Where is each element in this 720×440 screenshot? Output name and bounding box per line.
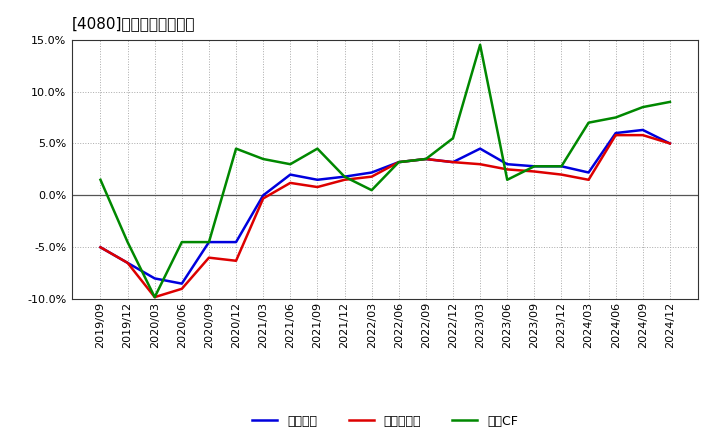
経常利益 xyxy=(232,239,240,245)
当期純利益 xyxy=(503,167,511,172)
当期純利益 xyxy=(584,177,593,183)
当期純利益 xyxy=(286,180,294,186)
営業CF xyxy=(584,120,593,125)
当期純利益 xyxy=(232,258,240,264)
営業CF xyxy=(367,187,376,193)
経常利益 xyxy=(367,170,376,175)
当期純利益 xyxy=(639,132,647,138)
経常利益 xyxy=(123,260,132,265)
当期純利益 xyxy=(259,196,268,201)
経常利益 xyxy=(286,172,294,177)
経常利益 xyxy=(313,177,322,183)
当期純利益 xyxy=(204,255,213,260)
経常利益 xyxy=(639,127,647,132)
当期純利益 xyxy=(557,172,566,177)
当期純利益 xyxy=(367,174,376,180)
当期純利益 xyxy=(341,177,349,183)
経常利益 xyxy=(503,161,511,167)
Line: 経常利益: 経常利益 xyxy=(101,130,670,284)
Line: 当期純利益: 当期純利益 xyxy=(101,135,670,297)
経常利益 xyxy=(204,239,213,245)
当期純利益 xyxy=(611,132,620,138)
営業CF xyxy=(449,136,457,141)
営業CF xyxy=(150,294,159,300)
当期純利益 xyxy=(449,159,457,165)
営業CF xyxy=(503,177,511,183)
経常利益 xyxy=(395,159,403,165)
経常利益 xyxy=(611,130,620,136)
経常利益 xyxy=(259,193,268,198)
当期純利益 xyxy=(421,156,430,161)
営業CF xyxy=(611,115,620,120)
経常利益 xyxy=(584,170,593,175)
当期純利益 xyxy=(178,286,186,291)
当期純利益 xyxy=(150,294,159,300)
経常利益 xyxy=(476,146,485,151)
経常利益 xyxy=(449,159,457,165)
経常利益 xyxy=(150,276,159,281)
経常利益 xyxy=(178,281,186,286)
営業CF xyxy=(313,146,322,151)
当期純利益 xyxy=(665,141,674,146)
経常利益 xyxy=(96,245,105,250)
経常利益 xyxy=(421,156,430,161)
営業CF xyxy=(178,239,186,245)
営業CF xyxy=(259,156,268,161)
Text: [4080]　マージンの推移: [4080] マージンの推移 xyxy=(72,16,196,32)
営業CF xyxy=(232,146,240,151)
営業CF xyxy=(639,104,647,110)
営業CF xyxy=(665,99,674,105)
営業CF xyxy=(204,239,213,245)
当期純利益 xyxy=(530,169,539,174)
営業CF xyxy=(395,159,403,165)
当期純利益 xyxy=(96,245,105,250)
経常利益 xyxy=(665,141,674,146)
Legend: 経常利益, 当期純利益, 営業CF: 経常利益, 当期純利益, 営業CF xyxy=(252,415,518,428)
営業CF xyxy=(123,239,132,245)
営業CF xyxy=(96,177,105,183)
当期純利益 xyxy=(395,159,403,165)
営業CF xyxy=(421,156,430,161)
経常利益 xyxy=(557,164,566,169)
当期純利益 xyxy=(476,161,485,167)
当期純利益 xyxy=(313,184,322,190)
経常利益 xyxy=(341,174,349,180)
営業CF xyxy=(341,174,349,180)
営業CF xyxy=(530,164,539,169)
当期純利益 xyxy=(123,260,132,265)
営業CF xyxy=(286,161,294,167)
営業CF xyxy=(476,42,485,48)
営業CF xyxy=(557,164,566,169)
Line: 営業CF: 営業CF xyxy=(101,45,670,297)
経常利益 xyxy=(530,164,539,169)
